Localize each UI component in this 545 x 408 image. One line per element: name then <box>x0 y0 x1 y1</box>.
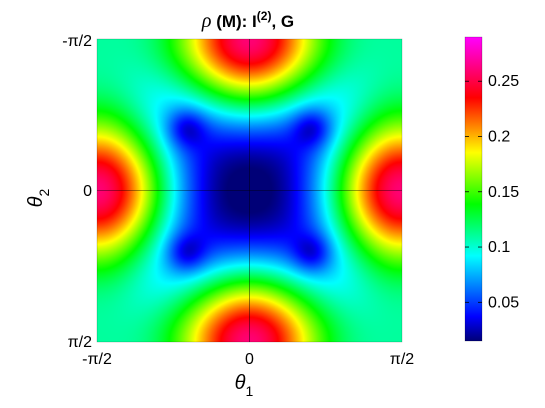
colorbar-tick-label: 0.25 <box>488 73 519 90</box>
x-tick-label: 0 <box>245 351 254 368</box>
colorbar: 0.05 0.1 0.15 0.2 0.25 <box>464 36 519 342</box>
x-tick-labels: -π/2 0 π/2 <box>82 351 414 368</box>
colorbar-tick-label: 0.05 <box>488 294 519 311</box>
colorbar-tick-label: 0.1 <box>488 239 510 256</box>
title-tail: , G <box>271 12 294 31</box>
title-rho: ρ <box>201 10 212 32</box>
x-axis-label: θ1 <box>235 372 254 399</box>
colorbar-ticks: 0.05 0.1 0.15 0.2 0.25 <box>465 73 519 311</box>
y-tick-label: π/2 <box>68 334 92 351</box>
colorbar-bar <box>464 36 483 342</box>
y-axis-label-sub: 2 <box>36 188 52 196</box>
colorbar-tick-label: 0.15 <box>488 184 519 201</box>
x-axis-label-sub: 1 <box>246 383 254 399</box>
x-tick-label: π/2 <box>390 351 414 368</box>
plot-frame <box>96 38 403 343</box>
colorbar-tick-label: 0.2 <box>488 128 510 145</box>
title-text: (M): I <box>211 12 256 31</box>
y-tick-labels: -π/2 0 π/2 <box>62 33 92 351</box>
y-tick-label: 0 <box>83 183 92 200</box>
x-axis-label-main: θ <box>235 372 246 394</box>
title-superscript: (2) <box>257 9 272 23</box>
chart-title: ρ (M): I(2), G <box>201 9 294 32</box>
heatmap-area <box>96 38 403 343</box>
y-tick-label: -π/2 <box>62 33 92 50</box>
x-tick-label: -π/2 <box>82 351 112 368</box>
y-axis-label: θ2 <box>25 188 52 207</box>
y-axis-label-main: θ <box>25 196 47 207</box>
